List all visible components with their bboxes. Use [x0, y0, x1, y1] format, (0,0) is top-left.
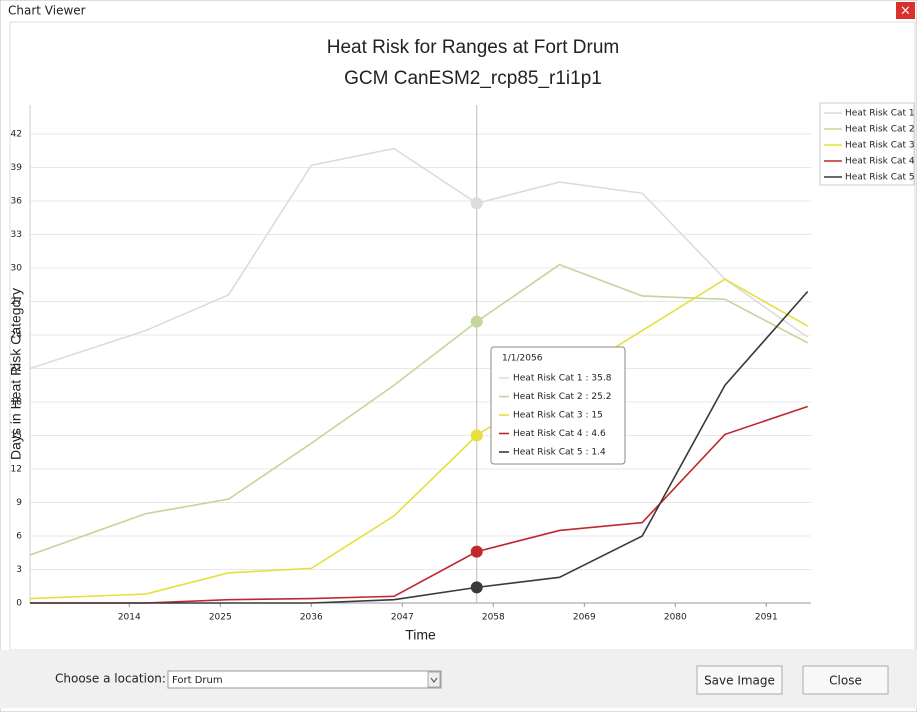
hover-marker: [470, 315, 483, 328]
x-tick-label: 2025: [209, 613, 232, 623]
series-line: [29, 147, 809, 370]
plot-area: [30, 105, 811, 603]
x-tick-label: 2058: [482, 613, 505, 623]
legend-box: [819, 102, 915, 186]
y-tick-label: 0: [16, 599, 22, 609]
save-image-label: Save Image: [704, 674, 775, 688]
legend-label: Heat Risk Cat 4: [845, 157, 915, 167]
location-select[interactable]: [167, 670, 442, 689]
series-line: [29, 263, 809, 556]
y-tick-label: 33: [11, 230, 22, 240]
tooltip-item: Heat Risk Cat 3 : 15: [513, 411, 603, 421]
tooltip-item: Heat Risk Cat 1 : 35.8: [513, 374, 612, 384]
x-tick-label: 2091: [755, 613, 778, 623]
close-button[interactable]: [802, 665, 889, 695]
legend-label: Heat Risk Cat 2: [845, 125, 915, 135]
series-line: [29, 278, 809, 600]
window-title: Chart Viewer: [8, 4, 86, 18]
y-tick-label: 24: [11, 331, 23, 341]
legend-label: Heat Risk Cat 1: [845, 109, 915, 119]
y-tick-label: 12: [11, 465, 22, 475]
y-tick-label: 30: [11, 264, 23, 274]
select-arrow: [427, 671, 441, 688]
x-axis-label: Time: [405, 627, 436, 643]
x-tick-label: 2047: [391, 613, 414, 623]
tooltip-item: Heat Risk Cat 4 : 4.6: [513, 429, 606, 439]
y-tick-label: 15: [11, 431, 22, 441]
select-arrow-icon: [430, 677, 438, 683]
x-tick-label: 2014: [118, 613, 141, 623]
chart-title: Heat Risk for Ranges at Fort Drum: [327, 37, 619, 58]
tooltip-title: 1/1/2056: [502, 354, 543, 364]
y-tick-label: 3: [16, 565, 22, 575]
location-label: Choose a location:: [55, 672, 166, 686]
legend-label: Heat Risk Cat 5: [845, 173, 915, 183]
tooltip-item: Heat Risk Cat 5 : 1.4: [513, 448, 606, 458]
tooltip-box: [490, 346, 626, 465]
x-tick-label: 2080: [664, 613, 687, 623]
hover-marker: [470, 429, 483, 442]
y-tick-label: 36: [11, 197, 23, 207]
series-line: [30, 290, 809, 604]
x-tick-label: 2036: [300, 613, 323, 623]
location-value: Fort Drum: [172, 675, 223, 686]
tooltip-item: Heat Risk Cat 2 : 25.2: [513, 392, 611, 402]
y-tick-label: 9: [16, 498, 22, 508]
y-tick-label: 21: [11, 364, 22, 374]
close-label: Close: [829, 674, 862, 688]
y-tick-label: 18: [11, 398, 23, 408]
hover-marker: [470, 581, 483, 594]
y-tick-label: 39: [11, 163, 23, 173]
legend-label: Heat Risk Cat 3: [845, 141, 915, 151]
chart-subtitle: GCM CanESM2_rcp85_r1i1p1: [344, 68, 602, 89]
x-tick-label: 2069: [573, 613, 596, 623]
y-tick-label: 27: [11, 297, 22, 307]
hover-marker: [470, 197, 483, 210]
close-icon: ×: [900, 4, 911, 19]
series-line: [30, 405, 808, 604]
close-window-button[interactable]: [896, 2, 915, 19]
y-tick-label: 42: [11, 130, 22, 140]
y-axis-label: Days in Heat Risk Category: [8, 288, 24, 460]
y-tick-label: 6: [16, 532, 22, 542]
save-image-button[interactable]: [696, 665, 783, 695]
hover-marker: [470, 545, 483, 558]
